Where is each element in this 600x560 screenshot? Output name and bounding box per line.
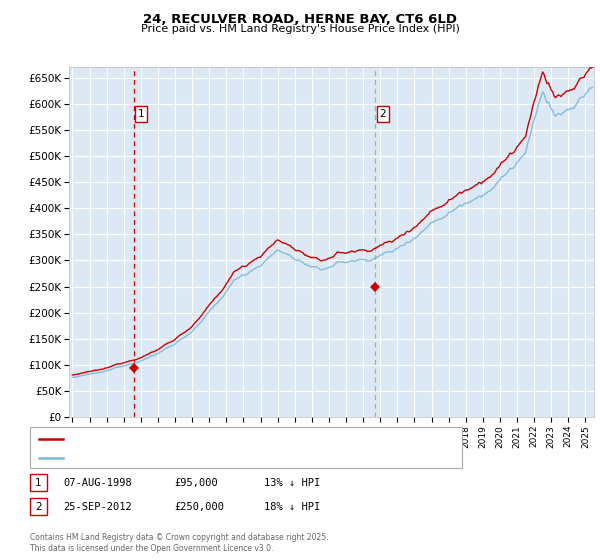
Text: £250,000: £250,000 <box>174 502 224 512</box>
Text: Price paid vs. HM Land Registry's House Price Index (HPI): Price paid vs. HM Land Registry's House … <box>140 24 460 34</box>
Text: HPI: Average price, detached house, Canterbury: HPI: Average price, detached house, Cant… <box>69 452 305 463</box>
Text: 1: 1 <box>138 109 145 119</box>
Text: £95,000: £95,000 <box>174 478 218 488</box>
Text: 13% ↓ HPI: 13% ↓ HPI <box>264 478 320 488</box>
Text: 25-SEP-2012: 25-SEP-2012 <box>63 502 132 512</box>
Text: 24, RECULVER ROAD, HERNE BAY, CT6 6LD (detached house): 24, RECULVER ROAD, HERNE BAY, CT6 6LD (d… <box>69 433 368 444</box>
Text: 07-AUG-1998: 07-AUG-1998 <box>63 478 132 488</box>
Text: 2: 2 <box>35 502 42 512</box>
Text: 18% ↓ HPI: 18% ↓ HPI <box>264 502 320 512</box>
Text: Contains HM Land Registry data © Crown copyright and database right 2025.
This d: Contains HM Land Registry data © Crown c… <box>30 533 329 553</box>
Text: 1: 1 <box>35 478 42 488</box>
Text: 2: 2 <box>380 109 386 119</box>
Text: 24, RECULVER ROAD, HERNE BAY, CT6 6LD: 24, RECULVER ROAD, HERNE BAY, CT6 6LD <box>143 13 457 26</box>
